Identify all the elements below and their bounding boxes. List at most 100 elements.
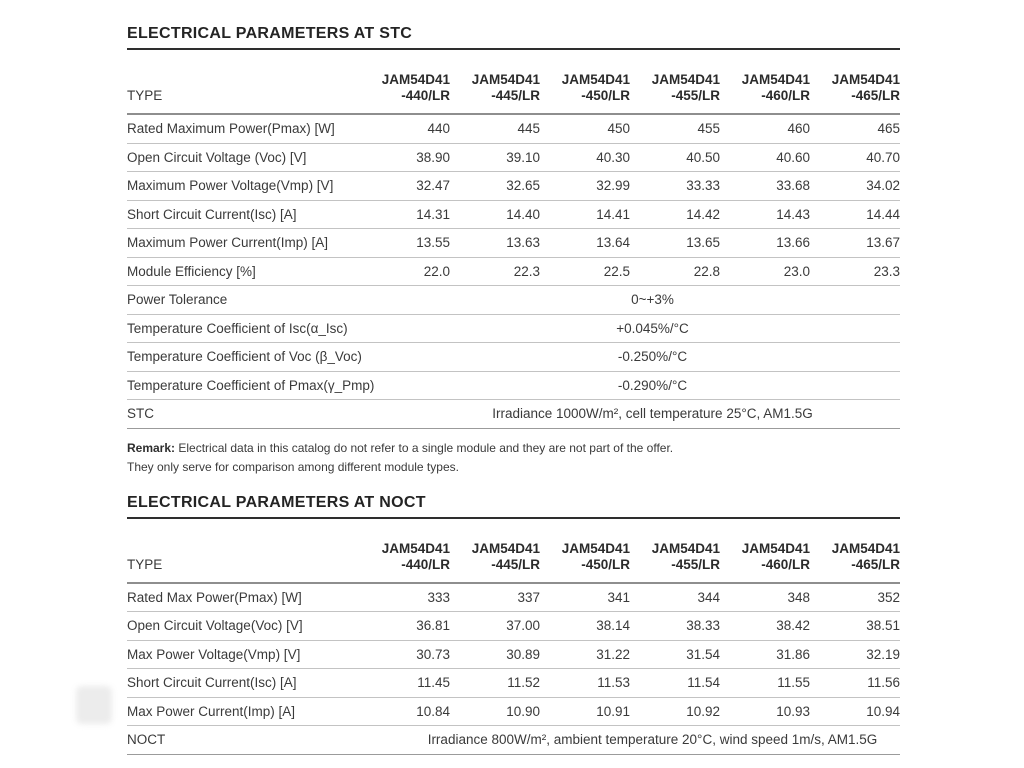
param-value-merged: 0~+3% [360,285,900,315]
param-value: 38.51 [810,611,900,641]
param-value-merged: Irradiance 1000W/m², cell temperature 25… [360,399,900,429]
param-value: 38.14 [540,611,630,641]
noct-section: ELECTRICAL PARAMETERS AT NOCT TYPE JAM54… [127,493,900,755]
column-model: JAM54D41 [651,540,720,556]
column-variant: -455/LR [671,88,720,103]
param-value: 10.92 [630,697,720,726]
param-label: Maximum Power Voltage(Vmp) [V] [127,171,360,201]
column-variant: -460/LR [761,88,810,103]
param-value-merged: +0.045%/°C [360,314,900,343]
param-value: 10.90 [450,697,540,726]
stc-section: ELECTRICAL PARAMETERS AT STC TYPE JAM54D… [127,24,900,477]
column-model: JAM54D41 [471,72,540,87]
param-value: 440 [360,114,450,144]
noct-header-row: TYPE JAM54D41 -440/LR JAM54D41 -445/LR J… [127,518,900,584]
param-value: 10.84 [360,697,450,726]
param-value: 14.40 [450,200,540,229]
stc-table: TYPE JAM54D41 -440/LR JAM54D41 -445/LR J… [127,50,900,429]
param-value: 352 [810,582,900,612]
table-row: Maximum Power Voltage(Vmp) [V] 32.47 32.… [127,171,900,201]
param-value-merged: -0.290%/°C [360,371,900,400]
param-value: 40.30 [540,143,630,172]
column-variant: -445/LR [491,88,540,103]
param-value: 13.66 [720,228,810,258]
param-value: 337 [450,582,540,612]
column-model: JAM54D41 [741,540,810,556]
table-row: Power Tolerance 0~+3% [127,285,900,315]
table-row: Max Power Voltage(Vmp) [V] 30.73 30.89 3… [127,640,900,669]
table-row: Open Circuit Voltage(Voc) [V] 36.81 37.0… [127,611,900,641]
param-label: Maximum Power Current(Imp) [A] [127,228,360,258]
table-row: Rated Maximum Power(Pmax) [W] 440 445 45… [127,114,900,144]
param-value: 14.42 [630,200,720,229]
param-value: 39.10 [450,143,540,172]
stc-column-header: JAM54D41 -465/LR [810,50,900,115]
noct-column-header: JAM54D41 -455/LR [630,518,720,584]
table-row: Temperature Coefficient of Pmax(γ_Pmp) -… [127,371,900,400]
param-value: 333 [360,582,450,612]
param-label: Max Power Voltage(Vmp) [V] [127,640,360,669]
param-value: 34.02 [810,171,900,201]
param-label: Temperature Coefficient of Voc (β_Voc) [127,342,362,372]
param-value: 11.45 [360,668,450,698]
stc-column-header: JAM54D41 -440/LR [360,50,450,115]
param-value: 40.60 [720,143,810,172]
column-variant: -455/LR [671,556,720,572]
noct-section-title: ELECTRICAL PARAMETERS AT NOCT [127,493,900,519]
param-value-merged: Irradiance 800W/m², ambient temperature … [360,725,900,755]
param-value: 31.22 [540,640,630,669]
column-variant: -445/LR [491,556,540,572]
param-label: Temperature Coefficient of Isc(α_Isc) [127,314,360,343]
column-variant: -440/LR [401,88,450,103]
noct-column-header: JAM54D41 -440/LR [360,518,450,584]
param-label: Short Circuit Current(Isc) [A] [127,200,360,229]
column-model: JAM54D41 [381,540,450,556]
column-model: JAM54D41 [831,72,900,87]
param-value: 30.89 [450,640,540,669]
noct-type-label: TYPE [127,518,360,584]
param-value: 13.65 [630,228,720,258]
table-row: Temperature Coefficient of Voc (β_Voc) -… [127,342,900,372]
param-value: 460 [720,114,810,144]
remark-line2: They only serve for comparison among dif… [127,459,459,474]
param-value: 14.43 [720,200,810,229]
param-value: 450 [540,114,630,144]
remark-line1: Electrical data in this catalog do not r… [175,440,674,455]
param-value: 38.33 [630,611,720,641]
param-value: 14.41 [540,200,630,229]
param-label: Temperature Coefficient of Pmax(γ_Pmp) [127,371,374,400]
stc-type-label: TYPE [127,50,360,115]
column-variant: -460/LR [761,556,810,572]
remark-note: Remark: Electrical data in this catalog … [127,439,900,477]
noct-column-header: JAM54D41 -445/LR [450,518,540,584]
stc-column-header: JAM54D41 -455/LR [630,50,720,115]
param-value: 14.31 [360,200,450,229]
table-row: Maximum Power Current(Imp) [A] 13.55 13.… [127,228,900,258]
watermark-smudge [76,686,112,724]
param-value: 13.67 [810,228,900,258]
param-value: 33.33 [630,171,720,201]
table-row: Short Circuit Current(Isc) [A] 14.31 14.… [127,200,900,229]
param-label: Rated Max Power(Pmax) [W] [127,582,360,612]
column-variant: -450/LR [581,88,630,103]
param-value: 11.55 [720,668,810,698]
column-model: JAM54D41 [381,72,450,87]
param-value: 344 [630,582,720,612]
table-row: Temperature Coefficient of Isc(α_Isc) +0… [127,314,900,343]
param-value: 11.53 [540,668,630,698]
param-value: 31.86 [720,640,810,669]
column-model: JAM54D41 [651,72,720,87]
param-value: 38.42 [720,611,810,641]
column-model: JAM54D41 [741,72,810,87]
param-value: 10.93 [720,697,810,726]
stc-section-title: ELECTRICAL PARAMETERS AT STC [127,24,900,50]
param-label: NOCT [127,725,360,755]
table-row: Open Circuit Voltage (Voc) [V] 38.90 39.… [127,143,900,172]
param-value: 11.56 [810,668,900,698]
param-value: 30.73 [360,640,450,669]
column-variant: -465/LR [851,88,900,103]
column-model: JAM54D41 [561,72,630,87]
param-value: 23.0 [720,257,810,286]
param-value: 10.91 [540,697,630,726]
noct-column-header: JAM54D41 -465/LR [810,518,900,584]
